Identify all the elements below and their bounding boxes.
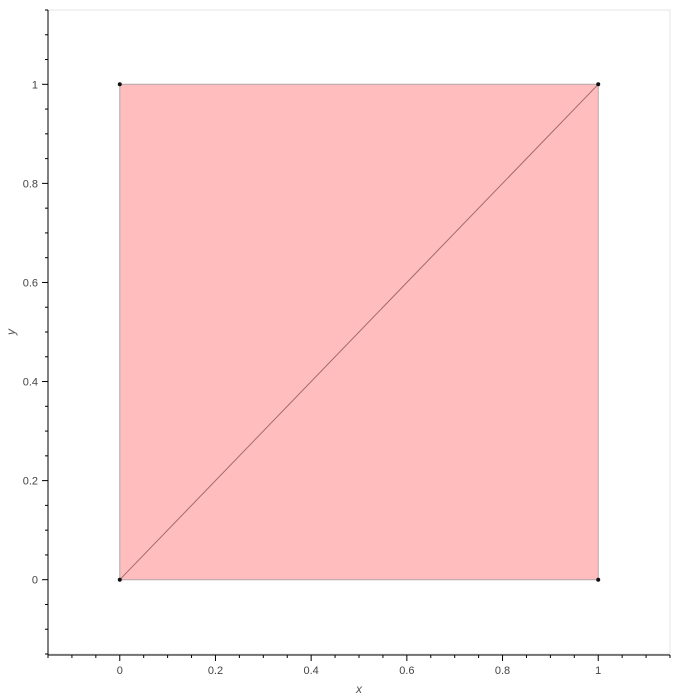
y-tick-label: 0.2 xyxy=(23,476,38,488)
data-point-0 xyxy=(117,577,122,582)
data-point-2 xyxy=(596,82,601,87)
point-layer xyxy=(117,82,601,582)
x-axis-label: x xyxy=(355,682,363,696)
series-line xyxy=(119,83,599,581)
x-tick-label: 0.8 xyxy=(495,665,510,677)
line-layer xyxy=(119,83,599,581)
y-tick-label: 0.4 xyxy=(23,377,38,389)
x-tick-label: 0.2 xyxy=(208,665,223,677)
x-axis: 0 0.2 0.4 0.6 0.8 1 xyxy=(47,654,671,677)
y-axis: 0 0.2 0.4 0.6 0.8 1 xyxy=(23,9,49,655)
x-tick-label: 0.4 xyxy=(304,665,319,677)
data-point-1 xyxy=(596,577,601,582)
x-tick-label: 1 xyxy=(595,665,601,677)
x-tick-label: 0 xyxy=(117,665,123,677)
y-tick-label: 0.6 xyxy=(23,277,38,289)
x-tick-label: 0.6 xyxy=(399,665,414,677)
y-tick-label: 0.8 xyxy=(23,178,38,190)
y-tick-label: 0 xyxy=(32,575,38,587)
y-tick-label: 1 xyxy=(32,79,38,91)
data-point-3 xyxy=(117,82,122,87)
y-axis-label: y xyxy=(4,328,18,336)
